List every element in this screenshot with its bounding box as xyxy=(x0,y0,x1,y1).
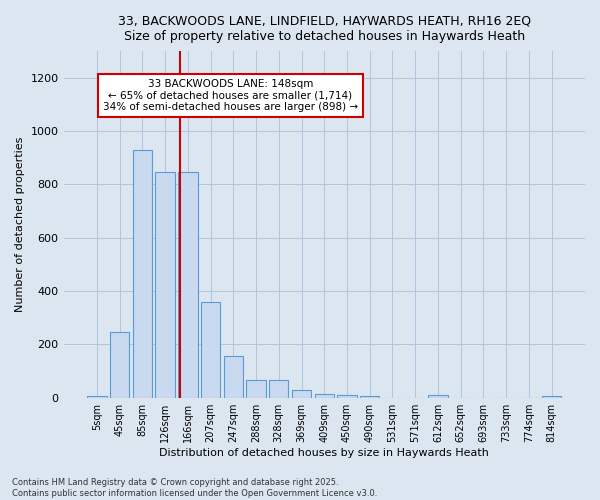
Bar xyxy=(178,172,197,398)
Bar xyxy=(428,394,448,398)
Bar xyxy=(110,332,130,398)
Bar xyxy=(542,396,561,398)
Bar xyxy=(337,394,356,398)
Bar xyxy=(247,380,266,398)
Title: 33, BACKWOODS LANE, LINDFIELD, HAYWARDS HEATH, RH16 2EQ
Size of property relativ: 33, BACKWOODS LANE, LINDFIELD, HAYWARDS … xyxy=(118,15,531,43)
Bar xyxy=(133,150,152,398)
Bar xyxy=(224,356,243,398)
Y-axis label: Number of detached properties: Number of detached properties xyxy=(15,136,25,312)
Bar xyxy=(87,396,107,398)
Bar xyxy=(292,390,311,398)
Text: 33 BACKWOODS LANE: 148sqm
← 65% of detached houses are smaller (1,714)
34% of se: 33 BACKWOODS LANE: 148sqm ← 65% of detac… xyxy=(103,79,358,112)
Bar xyxy=(269,380,289,398)
Text: Contains HM Land Registry data © Crown copyright and database right 2025.
Contai: Contains HM Land Registry data © Crown c… xyxy=(12,478,377,498)
Bar xyxy=(360,396,379,398)
Bar xyxy=(201,302,220,398)
X-axis label: Distribution of detached houses by size in Haywards Heath: Distribution of detached houses by size … xyxy=(160,448,489,458)
Bar xyxy=(314,394,334,398)
Bar xyxy=(155,172,175,398)
